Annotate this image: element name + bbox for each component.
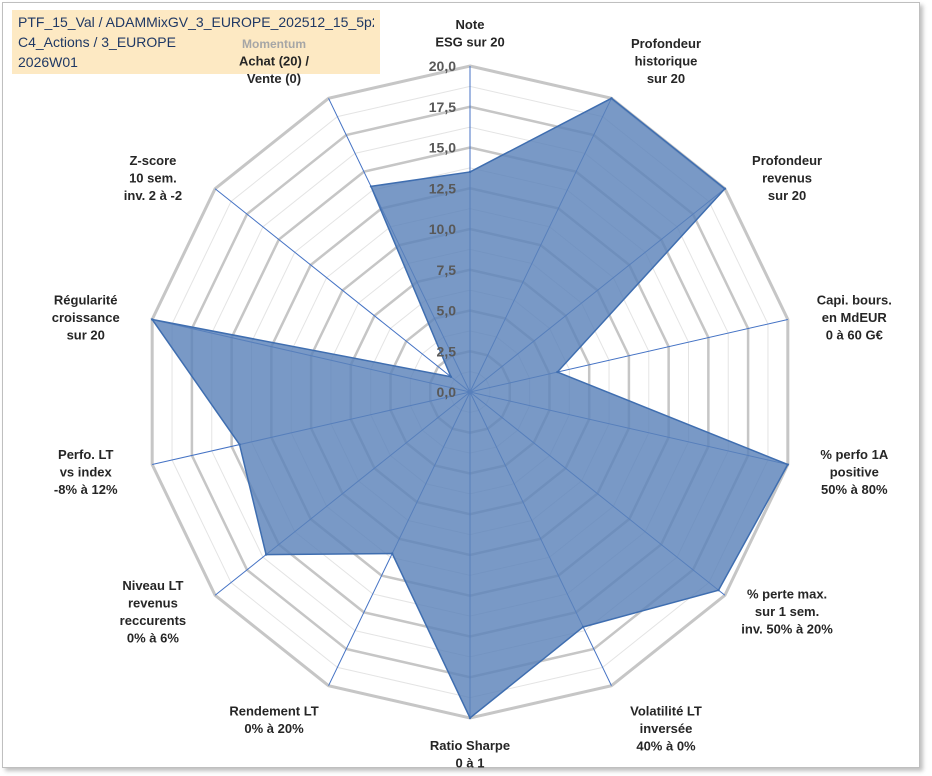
axis-label-line: Ratio Sharpe bbox=[430, 738, 510, 753]
portfolio-info-box: PTF_15_Val / ADAMMixGV_3_EUROPE_202512_1… bbox=[12, 10, 380, 74]
tick-label: 7,5 bbox=[437, 262, 457, 278]
data-point bbox=[238, 443, 241, 446]
axis-label-line: inv. 50% à 20% bbox=[741, 622, 833, 637]
tick-label: 17,5 bbox=[429, 99, 456, 115]
data-point bbox=[581, 625, 585, 629]
tick-label: 5,0 bbox=[437, 303, 457, 319]
axis-label: Régularité croissance sur 20 bbox=[52, 292, 120, 342]
data-point bbox=[468, 716, 472, 720]
week-label: 2026W01 bbox=[18, 54, 78, 70]
axis-label-line: 50% à 80% bbox=[821, 482, 888, 497]
axis-label-line: historique bbox=[635, 53, 698, 68]
axis-label-line: ESG sur 20 bbox=[435, 35, 504, 50]
axis-label-line: inversée bbox=[640, 721, 693, 736]
data-point bbox=[369, 185, 373, 188]
axis-label-line: 0% à 6% bbox=[127, 630, 179, 645]
axis-label: % perte max. sur 1 sem. inv. 50% à 20% bbox=[741, 587, 833, 637]
axis-label-caption: Momentum bbox=[242, 37, 306, 51]
axis-label: % perfo 1A positive 50% à 80% bbox=[820, 447, 889, 497]
axis-label: Niveau LT revenus reccurents 0% à 6% bbox=[120, 578, 186, 646]
axis-label-line: Profondeur bbox=[631, 36, 701, 51]
axis-label: Momentum Achat (20) / Vente (0) bbox=[239, 37, 309, 86]
tick-label: 2,5 bbox=[437, 343, 457, 359]
axis-label-line: 10 sem. bbox=[129, 170, 177, 185]
data-point bbox=[391, 552, 394, 555]
axis-label-line: Vente (0) bbox=[247, 71, 301, 86]
axis-label-line: sur 20 bbox=[647, 71, 685, 86]
axis-label-line: reccurents bbox=[120, 613, 186, 628]
tick-label: 0,0 bbox=[437, 384, 457, 400]
radar-series bbox=[150, 97, 790, 720]
axis-label-line: inv. 2 à -2 bbox=[124, 188, 182, 203]
series-area bbox=[150, 97, 789, 720]
tick-label: 20,0 bbox=[429, 58, 456, 74]
axis-label-line: Perfo. LT bbox=[58, 447, 113, 462]
axis-label-line: Note bbox=[456, 17, 485, 32]
axis-label-line: Capi. bours. bbox=[817, 292, 892, 307]
data-point bbox=[723, 187, 727, 190]
axis-label: Ratio Sharpe 0 à 1 bbox=[430, 738, 510, 771]
axis-label-line: Niveau LT bbox=[122, 578, 183, 593]
portfolio-name: PTF_15_Val / ADAMMixGV_3_EUROPE_202512_1… bbox=[18, 14, 374, 30]
axis-labels: Note ESG sur 20 Profondeur historique sur 20… bbox=[52, 17, 892, 771]
tick-label: 15,0 bbox=[429, 140, 456, 156]
axis-label: Note ESG sur 20 bbox=[435, 17, 504, 50]
asset-class: C4_Actions / 3_EUROPE bbox=[18, 34, 176, 50]
axis-label-line: sur 20 bbox=[768, 188, 806, 203]
data-point bbox=[717, 588, 720, 592]
axis-label-line: Régularité bbox=[54, 292, 118, 307]
axis-label-line: sur 20 bbox=[67, 327, 105, 342]
tick-label: 10,0 bbox=[429, 221, 456, 237]
axis-label-line: % perte max. bbox=[747, 587, 827, 602]
data-point bbox=[264, 553, 268, 556]
axis-label-line: 0 à 60 G€ bbox=[826, 327, 883, 342]
axis-label-line: 0 à 1 bbox=[456, 756, 485, 771]
axis-label-line: Volatilité LT bbox=[630, 704, 702, 719]
axis-label: Rendement LT 0% à 20% bbox=[229, 704, 318, 737]
axis-label-line: % perfo 1A bbox=[820, 447, 889, 462]
axis-label-line: 40% à 0% bbox=[636, 739, 696, 754]
data-point bbox=[150, 318, 154, 321]
axis-label: Z-score 10 sem. inv. 2 à -2 bbox=[124, 153, 182, 203]
axis-label-line: sur 1 sem. bbox=[755, 604, 819, 619]
axis-label-line: croissance bbox=[52, 310, 120, 325]
data-point bbox=[468, 170, 472, 174]
data-point bbox=[786, 463, 790, 466]
data-point bbox=[449, 375, 453, 378]
axis-label: Profondeur revenus sur 20 bbox=[752, 153, 822, 203]
axis-label-line: Rendement LT bbox=[229, 704, 318, 719]
axis-label-line: Z-score bbox=[129, 153, 176, 168]
axis-label-line: revenus bbox=[128, 595, 178, 610]
axis-label-line: en MdEUR bbox=[822, 310, 888, 325]
axis-label-line: revenus bbox=[762, 170, 812, 185]
tick-label: 12,5 bbox=[429, 180, 456, 196]
axis-spoke bbox=[214, 188, 471, 393]
axis-label: Capi. bours. en MdEUR 0 à 60 G€ bbox=[817, 292, 892, 342]
data-point bbox=[610, 97, 613, 100]
axis-label: Volatilité LT inversée 40% à 0% bbox=[630, 704, 702, 754]
axis-label: Profondeur historique sur 20 bbox=[631, 36, 701, 86]
axis-label-line: positive bbox=[830, 465, 879, 480]
axis-label: Perfo. LT vs index -8% à 12% bbox=[54, 447, 118, 497]
axis-label-line: 0% à 20% bbox=[244, 721, 304, 736]
radial-tick-labels: 0,0 2,5 5,0 7,5 10,0 12,5 15,0 17,5 20,0 bbox=[429, 58, 456, 400]
data-point bbox=[556, 370, 559, 374]
axis-label-line: Profondeur bbox=[752, 153, 822, 168]
axis-label-line: vs index bbox=[60, 465, 113, 480]
axis-label-line: -8% à 12% bbox=[54, 482, 118, 497]
axis-label-line: Achat (20) / bbox=[239, 53, 309, 68]
